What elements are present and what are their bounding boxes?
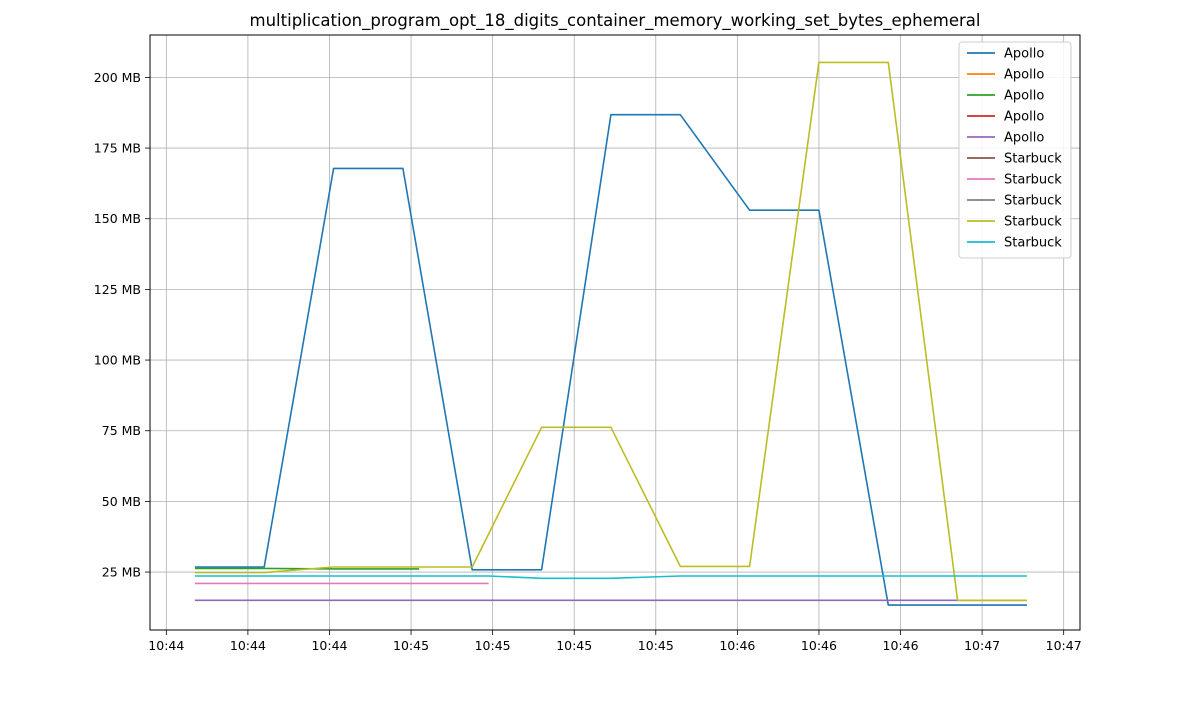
x-tick-label: 10:44 [230,638,266,653]
y-tick-label: 200 MB [94,70,141,85]
y-tick-label: 25 MB [102,565,141,580]
legend-label: Starbuck [1004,173,1062,188]
plot-area-frame [149,34,1081,631]
y-tick-label: 150 MB [94,211,141,226]
data-series [194,61,1027,606]
x-tick-label: 10:45 [556,638,592,653]
x-tick-label: 10:44 [311,638,347,653]
x-tick-label: 10:46 [801,638,837,653]
y-tick-label: 50 MB [102,494,141,509]
legend-label: Apollo [1004,68,1044,83]
legend-label: Apollo [1004,131,1044,146]
legend-label: Apollo [1004,89,1044,104]
x-tick-label: 10:46 [883,638,919,653]
y-tick-label: 125 MB [94,282,141,297]
series-line-9 [194,575,1027,580]
legend: Apollo Apollo Apollo Apollo Apollo Starbuck St… [958,41,1072,259]
legend-label: Starbuck [1004,215,1062,230]
legend-label: Starbuck [1004,236,1062,251]
x-tick-label: 10:44 [148,638,184,653]
series-line-0 [194,113,1027,606]
y-axis: 25 MB 50 MB 75 MB 100 MB 125 MB 150 MB 175 MB 2… [94,70,150,580]
x-tick-label: 10:47 [1046,638,1082,653]
legend-label: Apollo [1004,47,1044,62]
series-line-8 [194,61,1027,602]
x-tick-label: 10:45 [393,638,429,653]
legend-label: Apollo [1004,110,1044,125]
x-tick-label: 10:47 [964,638,1000,653]
y-tick-label: 175 MB [94,141,141,156]
y-tick-label: 75 MB [102,423,141,438]
legend-label: Starbuck [1004,152,1062,167]
x-tick-label: 10:45 [638,638,674,653]
grid-lines [150,35,1080,630]
chart-title: multiplication_program_opt_18_digits_con… [250,11,981,31]
series-line-2 [194,567,420,570]
x-axis: 10:44 10:44 10:44 10:45 10:45 10:45 10:45 10:46… [148,630,1082,653]
legend-label: Starbuck [1004,194,1062,209]
y-tick-label: 100 MB [94,353,141,368]
legend-box [958,41,1072,259]
x-tick-label: 10:45 [475,638,511,653]
x-tick-label: 10:46 [719,638,755,653]
